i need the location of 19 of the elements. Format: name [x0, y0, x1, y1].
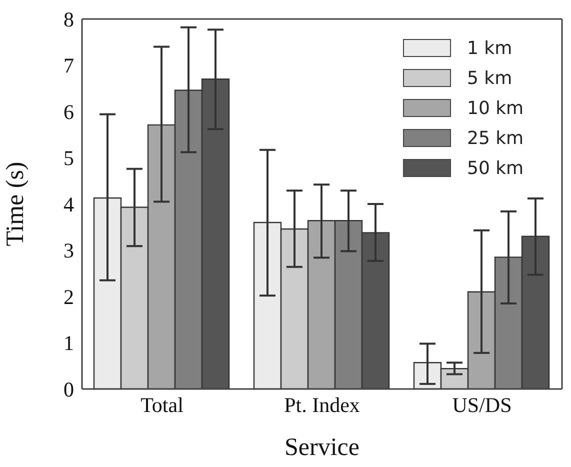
y-tick-label: 1 — [64, 331, 74, 356]
y-tick-label: 4 — [64, 192, 74, 216]
legend-label: 10 km — [467, 98, 524, 118]
x-tick-label: US/DS — [452, 392, 512, 417]
legend-label: 50 km — [467, 158, 524, 178]
legend-label: 25 km — [467, 128, 524, 148]
legend-label: 1 km — [467, 38, 512, 58]
y-tick-label: 8 — [64, 7, 74, 32]
legend-label: 5 km — [467, 68, 512, 88]
y-tick-label: 7 — [64, 54, 74, 78]
y-tick-label: 0 — [64, 377, 74, 402]
x-axis-title: Service — [284, 434, 360, 461]
x-tick-label: Total — [140, 392, 184, 417]
y-tick-label: 6 — [64, 100, 74, 124]
y-tick-label: 3 — [64, 238, 74, 263]
y-axis-title: Time (s) — [2, 162, 29, 246]
x-tick-label: Pt. Index — [284, 392, 360, 417]
y-tick-label: 2 — [64, 284, 74, 309]
y-tick-label: 5 — [64, 146, 74, 170]
